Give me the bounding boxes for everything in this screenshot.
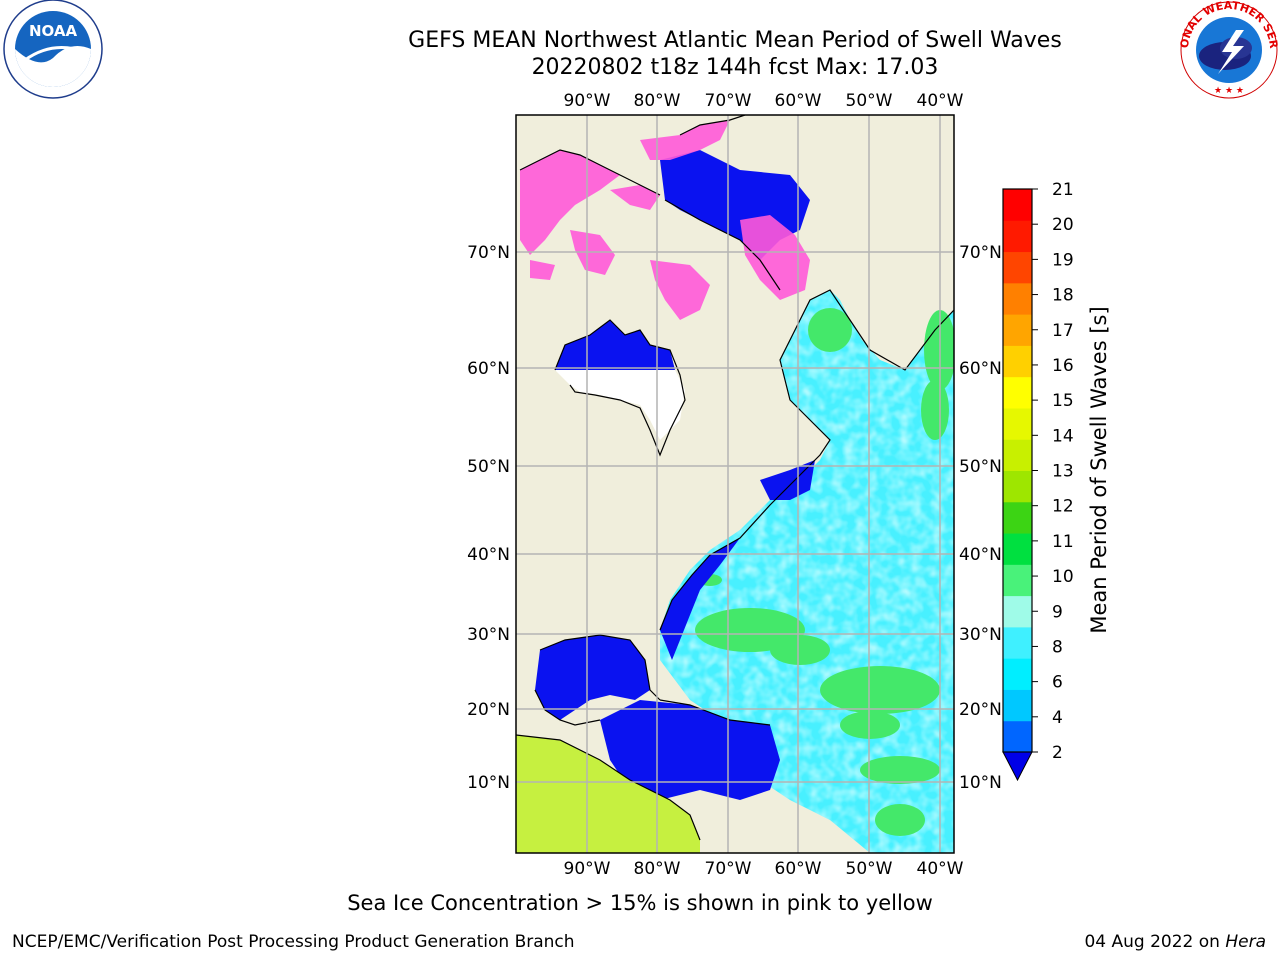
lat-label-right: 20°N bbox=[959, 700, 1002, 720]
graticule bbox=[516, 115, 954, 853]
colorbar-segment bbox=[1003, 220, 1032, 253]
colorbar-tick-label: 15 bbox=[1052, 391, 1074, 411]
colorbar-segment bbox=[1003, 251, 1032, 284]
colorbar-segment bbox=[1003, 470, 1032, 503]
colorbar-tick-label: 13 bbox=[1052, 462, 1074, 482]
colorbar-segment bbox=[1003, 720, 1032, 753]
colorbar-segment bbox=[1003, 189, 1032, 221]
south-america-land bbox=[516, 735, 700, 853]
caribbean-sea bbox=[600, 700, 780, 800]
colorbar-tick-label: 6 bbox=[1052, 673, 1063, 693]
colorbar-tick-label: 2 bbox=[1052, 743, 1063, 763]
lon-label-top: 60°W bbox=[775, 91, 822, 111]
colorbar-segment bbox=[1003, 689, 1032, 722]
sea-ice bbox=[520, 120, 810, 320]
nws-logo: NATIONAL WEATHER SERVICE ★ ★ ★ bbox=[1178, 0, 1280, 99]
colorbar-tick-label: 12 bbox=[1052, 497, 1074, 517]
colorbar-segment bbox=[1003, 626, 1032, 659]
lat-label-left: 30°N bbox=[467, 625, 510, 645]
hudson-bay bbox=[555, 320, 675, 370]
noaa-logo-text: NOAA bbox=[29, 22, 78, 40]
lat-label-right: 30°N bbox=[959, 625, 1002, 645]
longitude-labels-bottom: 90°W 80°W 70°W 60°W 50°W 40°W bbox=[564, 859, 964, 879]
chart-title: GEFS MEAN Northwest Atlantic Mean Period… bbox=[408, 28, 1062, 53]
coastlines bbox=[516, 115, 954, 841]
colorbar-segment bbox=[1003, 407, 1032, 440]
lat-label-right: 60°N bbox=[959, 359, 1002, 379]
chart-subtitle: 20220802 t18z 144h fcst Max: 17.03 bbox=[531, 55, 939, 80]
colorbar-tick-label: 4 bbox=[1052, 708, 1063, 728]
swell-green-zones bbox=[695, 308, 954, 836]
colorbar-tick-label: 21 bbox=[1052, 180, 1074, 200]
sea-ice-note: Sea Ice Concentration > 15% is shown in … bbox=[347, 891, 933, 915]
footer-date-text: 04 Aug 2022 on bbox=[1084, 932, 1226, 952]
latitude-labels-left: 70°N 60°N 50°N 40°N 30°N 20°N 10°N bbox=[467, 243, 510, 793]
colorbar-tick-labels: 2 4 6 8 9 10 11 12 13 14 15 16 17 18 19 20 21 bbox=[1032, 180, 1074, 763]
colorbar-title: Mean Period of Swell Waves [s] bbox=[1087, 306, 1111, 633]
gulf-of-mexico bbox=[535, 635, 650, 720]
lon-label-bottom: 40°W bbox=[917, 859, 964, 879]
colorbar-tick-label: 10 bbox=[1052, 567, 1074, 587]
colorbar-tick-label: 18 bbox=[1052, 286, 1074, 306]
lon-label-bottom: 90°W bbox=[564, 859, 611, 879]
map-area bbox=[516, 115, 954, 853]
colorbar-tick-label: 20 bbox=[1052, 215, 1074, 235]
colorbar-segment bbox=[1003, 376, 1032, 409]
lat-label-left: 10°N bbox=[467, 773, 510, 793]
colorbar-segment bbox=[1003, 345, 1032, 378]
lon-label-bottom: 80°W bbox=[634, 859, 681, 879]
footer-machine: Hera bbox=[1225, 932, 1266, 952]
lat-label-right: 10°N bbox=[959, 773, 1002, 793]
lon-label-bottom: 70°W bbox=[705, 859, 752, 879]
footer-credit: NCEP/EMC/Verification Post Processing Pr… bbox=[12, 932, 575, 952]
lat-label-left: 50°N bbox=[467, 457, 510, 477]
lon-label-top: 90°W bbox=[564, 91, 611, 111]
map-frame bbox=[515, 114, 955, 854]
lon-label-top: 80°W bbox=[634, 91, 681, 111]
footer-date: 04 Aug 2022 on Hera bbox=[1084, 932, 1266, 952]
lat-label-left: 40°N bbox=[467, 545, 510, 565]
longitude-labels-top: 90°W 80°W 70°W 60°W 50°W 40°W bbox=[564, 91, 964, 111]
colorbar-segment bbox=[1003, 501, 1032, 534]
gulf-st-lawrence bbox=[760, 460, 815, 500]
colorbar bbox=[1002, 188, 1033, 782]
colorbar-tick-label: 8 bbox=[1052, 637, 1063, 657]
latitude-labels-right: 70°N 60°N 50°N 40°N 30°N 20°N 10°N bbox=[959, 243, 1002, 793]
colorbar-tick-label: 9 bbox=[1052, 602, 1063, 622]
lon-label-bottom: 60°W bbox=[775, 859, 822, 879]
svg-text:★ ★ ★: ★ ★ ★ bbox=[1214, 86, 1244, 96]
colorbar-under-arrow bbox=[1002, 751, 1033, 782]
colorbar-tick-label: 14 bbox=[1052, 426, 1074, 446]
lat-label-left: 20°N bbox=[467, 700, 510, 720]
noaa-logo: NOAA bbox=[3, 0, 103, 99]
colorbar-segment bbox=[1003, 533, 1032, 565]
lat-label-right: 40°N bbox=[959, 545, 1002, 565]
colorbar-segment bbox=[1003, 595, 1032, 628]
colorbar-tick-label: 17 bbox=[1052, 321, 1074, 341]
lat-label-left: 60°N bbox=[467, 359, 510, 379]
lon-label-top: 50°W bbox=[846, 91, 893, 111]
colorbar-tick-label: 16 bbox=[1052, 356, 1074, 376]
colorbar-tick-label: 19 bbox=[1052, 250, 1074, 270]
colorbar-segment bbox=[1003, 314, 1032, 346]
lat-label-left: 70°N bbox=[467, 243, 510, 263]
colorbar-segment bbox=[1003, 282, 1032, 315]
lon-label-top: 40°W bbox=[917, 91, 964, 111]
lat-label-right: 70°N bbox=[959, 243, 1002, 263]
colorbar-segment bbox=[1003, 564, 1032, 597]
us-coastal-band bbox=[660, 538, 740, 660]
colorbar-segment bbox=[1003, 658, 1032, 690]
colorbar-tick-label: 11 bbox=[1052, 532, 1074, 552]
colorbar-segment bbox=[1003, 439, 1032, 471]
lon-label-top: 70°W bbox=[705, 91, 752, 111]
lat-label-right: 50°N bbox=[959, 457, 1002, 477]
lon-label-bottom: 50°W bbox=[846, 859, 893, 879]
